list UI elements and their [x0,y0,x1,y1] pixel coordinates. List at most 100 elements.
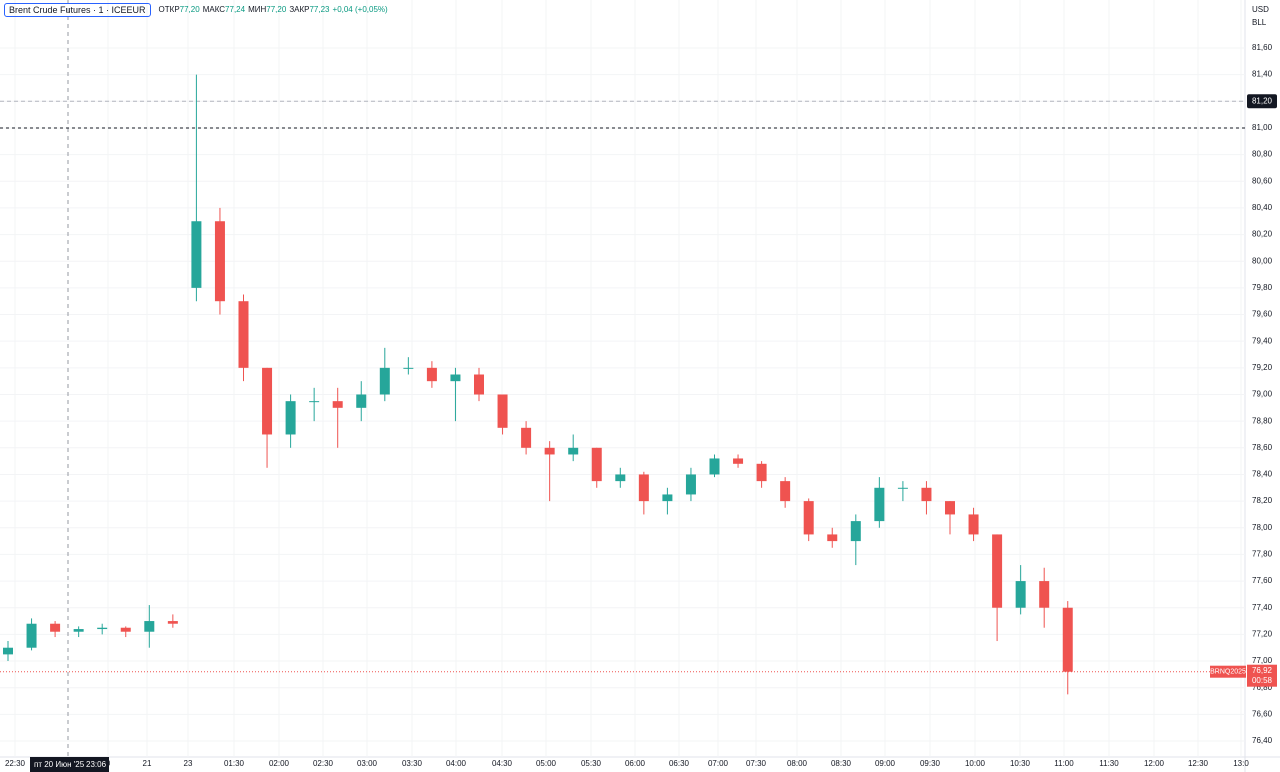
x-tick-label: 09:00 [875,759,896,768]
candle-body [850,521,861,542]
candle-body [191,221,202,288]
candle-body [3,647,13,655]
candle-body [262,367,273,435]
y-tick-label: 76,60 [1252,709,1273,718]
candle-body [474,374,484,395]
y-tick-label: 78,80 [1252,416,1273,425]
y-tick-label: 81,60 [1252,43,1273,52]
candle-body [638,474,649,502]
open-label: ОТКР [158,5,180,14]
change: +0,04 (+0,05%) [332,5,388,14]
x-tick-label: 06:30 [669,759,690,768]
last-price-label: 76,92 [1252,666,1273,675]
y-tick-label: 80,80 [1252,150,1273,159]
y-tick-label: 78,00 [1252,523,1273,532]
y-tick-label: 79,00 [1252,390,1273,399]
symbol[interactable]: Brent Crude Futures · 1 · ICEEUR [4,2,151,17]
crosshair-date: пт 20 Июн '25 [34,760,85,769]
x-tick-label: 07:30 [746,759,767,768]
last-symbol: BRNQ2025 [1210,669,1246,676]
y-tick-label: 77,00 [1252,656,1273,665]
candle-body [709,458,720,475]
candle-body [238,301,249,368]
x-tick-label: 02:00 [269,759,290,768]
candle-body [50,623,61,632]
legend-bar: Brent Crude Futures · 1 · ICEEUR ОТКР 77,… [4,2,391,17]
countdown: 00:58 [1252,676,1273,685]
x-tick-label: 01:30 [224,759,245,768]
candle-body [1062,607,1073,672]
candle-body [214,221,225,302]
x-tick-label: 12:30 [1188,759,1209,768]
candle-body [945,501,955,515]
crosshair-badge [30,757,109,772]
candle-body [827,534,838,542]
x-tick-label: 02:30 [313,759,334,768]
candle-body [167,621,178,624]
x-tick-label: 08:00 [787,759,808,768]
y-tick-label: 78,20 [1252,496,1273,505]
candle-body [544,447,555,455]
y-tick-label: 76,80 [1252,683,1273,692]
x-tick-label: 11:30 [1099,759,1119,768]
x-tick-label: 06:00 [625,759,646,768]
candle-body [379,367,390,395]
candle-body [968,514,979,535]
x-tick-label: 10:00 [965,759,986,768]
candle-body [591,447,602,482]
x-tick-label: 08:30 [831,759,852,768]
x-tick-label: 04:30 [492,759,513,768]
candle-body [685,474,696,495]
candle-body [615,474,626,482]
crosshair-time: 23:06 [86,760,107,769]
x-tick-label: 04:00 [446,759,467,768]
close-label: ЗАКР [289,5,310,14]
x-tick-label: 12:00 [1144,759,1165,768]
y-tick-label: 80,20 [1252,230,1273,239]
low-label: МИН [248,5,267,14]
y-tick-label: 77,40 [1252,603,1273,612]
y-tick-label: 80,00 [1252,256,1273,265]
x-tick-label: 05:00 [536,759,557,768]
x-tick-label: 22:30 [5,759,26,768]
y-tick-label: 79,40 [1252,336,1273,345]
candle-body [332,401,343,408]
x-tick-label: 03:00 [357,759,378,768]
candle-body [521,427,532,448]
y-tick-label: 81,40 [1252,70,1273,79]
candle-body [285,401,296,435]
candle-body [921,487,932,502]
candle-body [309,401,320,403]
candle-body [1039,581,1050,608]
x-tick-label: 11:00 [1054,759,1074,768]
candle-body [874,487,885,522]
x-tick-label: 09:30 [920,759,941,768]
symbol-badge [1210,665,1246,678]
candle-body [450,374,461,382]
price-badge [1247,664,1277,687]
close: 77,23 [309,5,330,14]
x-tick-label: 03:30 [402,759,423,768]
candle-body [97,627,108,630]
high: 77,24 [225,5,246,14]
currency[interactable]: USD [1252,5,1269,14]
x-tick-label: 05:30 [581,759,602,768]
y-tick-label: 77,20 [1252,629,1273,638]
candle-body [992,534,1003,608]
candle-body [403,367,414,369]
candle-body [803,501,814,535]
candle-body [26,623,37,648]
candle-body [120,627,131,632]
x-tick-label: 07:00 [708,759,729,768]
x-tick-label: 21 [143,759,152,768]
candle-body [733,458,744,464]
candle-body [897,487,908,489]
x-tick-label: 23 [184,759,193,768]
marked-level-label: 81,20 [1252,96,1273,105]
y-tick-label: 79,20 [1252,363,1273,372]
y-tick-label: 79,60 [1252,310,1273,319]
unit[interactable]: BLL [1252,18,1267,27]
x-tick-label: 10:30 [1010,759,1031,768]
y-tick-label: 81,00 [1252,123,1273,132]
